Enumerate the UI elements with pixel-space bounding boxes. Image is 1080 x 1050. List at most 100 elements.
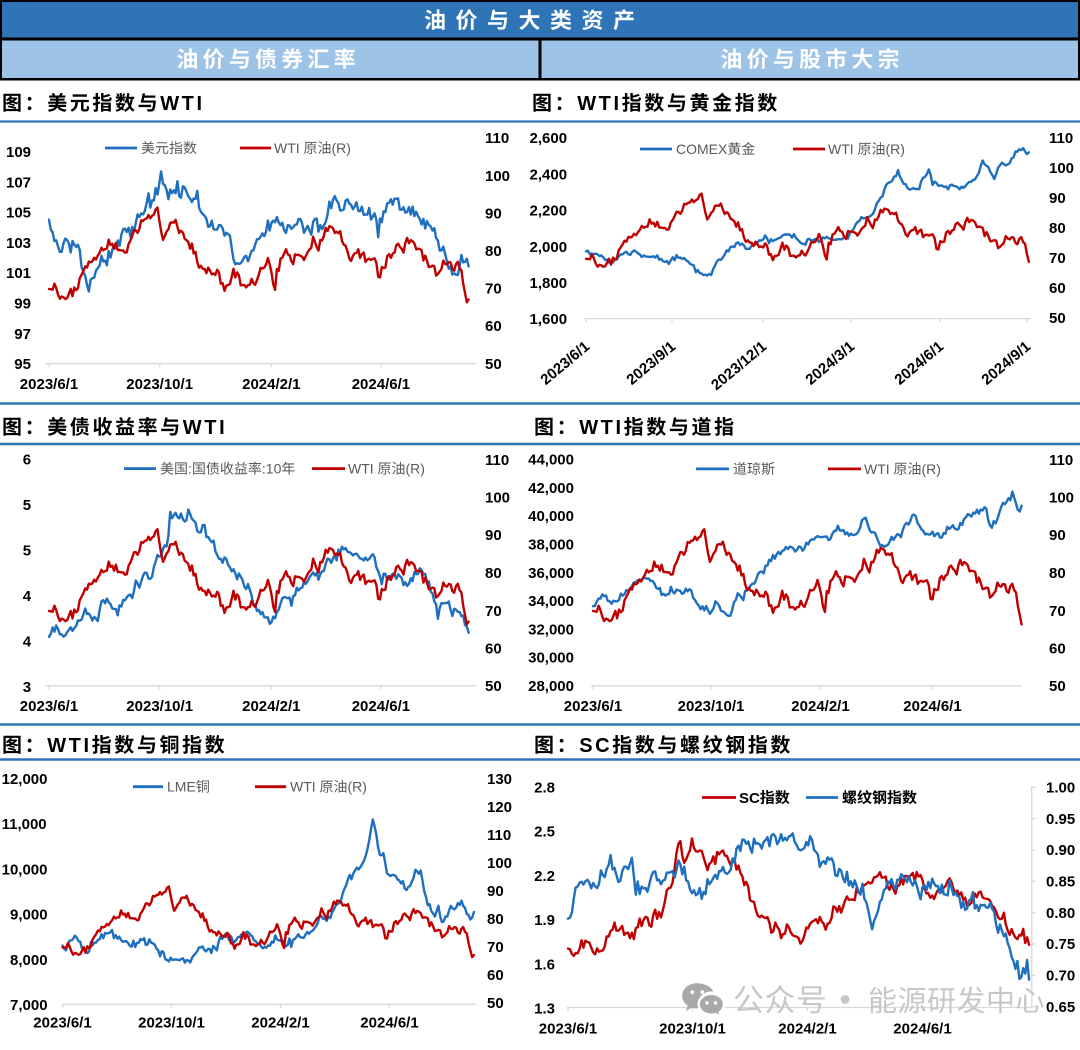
svg-text:0.80: 0.80	[1046, 905, 1075, 922]
svg-text:2023/10/1: 2023/10/1	[678, 698, 745, 715]
svg-text:100: 100	[485, 168, 510, 185]
svg-text:0.70: 0.70	[1046, 968, 1075, 985]
svg-text:SC: SC	[579, 735, 612, 757]
svg-text:2023/6/1: 2023/6/1	[20, 698, 78, 715]
svg-text:60: 60	[1049, 280, 1066, 297]
svg-text:7,000: 7,000	[10, 997, 48, 1014]
svg-text:2024/2/1: 2024/2/1	[251, 1015, 309, 1032]
svg-text:3: 3	[23, 679, 31, 696]
svg-text:105: 105	[6, 205, 31, 222]
svg-text:60: 60	[485, 641, 502, 658]
svg-text:1.9: 1.9	[534, 912, 555, 929]
svg-text:90: 90	[1049, 190, 1066, 207]
svg-text:1.3: 1.3	[534, 1000, 555, 1017]
svg-text:2023/6/1: 2023/6/1	[20, 376, 78, 393]
svg-text:1.00: 1.00	[1046, 780, 1075, 797]
svg-text:12,000: 12,000	[2, 771, 48, 788]
svg-text:110: 110	[1049, 130, 1073, 147]
svg-text:50: 50	[1049, 310, 1066, 327]
svg-text:2,600: 2,600	[530, 130, 568, 147]
svg-text:2024/6/1: 2024/6/1	[360, 1015, 418, 1032]
svg-text:(R): (R)	[348, 779, 367, 795]
svg-text:2024/2/1: 2024/2/1	[242, 698, 300, 715]
svg-text:0.95: 0.95	[1046, 811, 1075, 828]
svg-text:28,000: 28,000	[528, 678, 574, 695]
svg-text:110: 110	[1049, 452, 1073, 469]
svg-text:8,000: 8,000	[10, 952, 48, 969]
svg-text:130: 130	[487, 771, 512, 788]
svg-text:0.90: 0.90	[1046, 842, 1075, 859]
svg-text:90: 90	[487, 883, 504, 900]
svg-text:4: 4	[23, 588, 32, 605]
svg-text:42,000: 42,000	[528, 480, 574, 497]
svg-text:WTI: WTI	[579, 417, 623, 439]
svg-text:107: 107	[6, 174, 31, 191]
svg-text:2024/6/1: 2024/6/1	[903, 698, 961, 715]
svg-text:30,000: 30,000	[528, 650, 574, 667]
svg-text:60: 60	[485, 318, 502, 335]
svg-text:WTI: WTI	[864, 461, 890, 477]
svg-text:2,200: 2,200	[530, 203, 568, 220]
svg-text:2023/10/1: 2023/10/1	[138, 1015, 205, 1032]
svg-text:90: 90	[485, 527, 502, 544]
svg-text:80: 80	[1049, 565, 1066, 582]
svg-text:2023/10/1: 2023/10/1	[659, 1021, 726, 1038]
svg-text:2023/6/1: 2023/6/1	[539, 1021, 597, 1038]
svg-text:SC: SC	[739, 790, 760, 807]
svg-text:120: 120	[487, 799, 512, 816]
svg-text:(R): (R)	[406, 461, 425, 477]
svg-text:9,000: 9,000	[10, 907, 48, 924]
svg-text:2.5: 2.5	[534, 824, 555, 841]
svg-text:WTI: WTI	[47, 735, 91, 757]
svg-text::10: :10	[262, 461, 282, 477]
svg-text:50: 50	[485, 356, 502, 373]
svg-text:2023/6/1: 2023/6/1	[33, 1015, 91, 1032]
svg-text:2.8: 2.8	[534, 780, 555, 797]
svg-text:50: 50	[1049, 678, 1066, 695]
svg-text:(R): (R)	[332, 140, 351, 156]
svg-text:WTI: WTI	[183, 417, 227, 439]
svg-text:0.75: 0.75	[1046, 936, 1075, 953]
svg-text:70: 70	[1049, 603, 1066, 620]
svg-text:103: 103	[6, 235, 31, 252]
svg-text:90: 90	[485, 205, 502, 222]
svg-text:44,000: 44,000	[528, 452, 574, 469]
svg-text:100: 100	[1049, 490, 1074, 507]
svg-text:36,000: 36,000	[528, 565, 574, 582]
svg-text:38,000: 38,000	[528, 537, 574, 554]
svg-text:COMEX: COMEX	[676, 141, 728, 157]
svg-text:90: 90	[1049, 527, 1066, 544]
svg-text:WTI: WTI	[348, 461, 374, 477]
svg-text:WTI: WTI	[828, 141, 854, 157]
svg-text:110: 110	[485, 130, 509, 147]
svg-text:60: 60	[1049, 641, 1066, 658]
svg-text:2024/2/1: 2024/2/1	[242, 376, 300, 393]
svg-text:95: 95	[14, 356, 31, 373]
svg-text:1,800: 1,800	[530, 275, 568, 292]
svg-text:50: 50	[487, 995, 504, 1012]
svg-text:97: 97	[14, 326, 31, 343]
svg-text:70: 70	[485, 281, 502, 298]
svg-text:80: 80	[485, 243, 502, 260]
svg-text:1.6: 1.6	[534, 956, 555, 973]
svg-text:110: 110	[487, 827, 511, 844]
svg-text::: :	[188, 461, 192, 477]
svg-text:2024/6/1: 2024/6/1	[352, 698, 410, 715]
svg-text:WTI: WTI	[160, 93, 204, 115]
svg-text:32,000: 32,000	[528, 621, 574, 638]
svg-text:99: 99	[14, 296, 31, 313]
svg-text:6: 6	[23, 452, 31, 469]
svg-text:2,000: 2,000	[530, 239, 568, 256]
svg-text:80: 80	[487, 911, 504, 928]
svg-text:2024/2/1: 2024/2/1	[778, 1021, 836, 1038]
svg-text:WTI: WTI	[290, 779, 316, 795]
svg-text:2.2: 2.2	[534, 868, 555, 885]
svg-text:100: 100	[487, 855, 512, 872]
svg-text:60: 60	[487, 967, 504, 984]
svg-text:11,000: 11,000	[2, 816, 47, 833]
svg-text:(R): (R)	[886, 141, 905, 157]
svg-text:2023/10/1: 2023/10/1	[126, 698, 193, 715]
svg-text:2024/6/1: 2024/6/1	[893, 1021, 951, 1038]
svg-text:WTI: WTI	[274, 140, 300, 156]
svg-text:0.65: 0.65	[1046, 999, 1075, 1016]
